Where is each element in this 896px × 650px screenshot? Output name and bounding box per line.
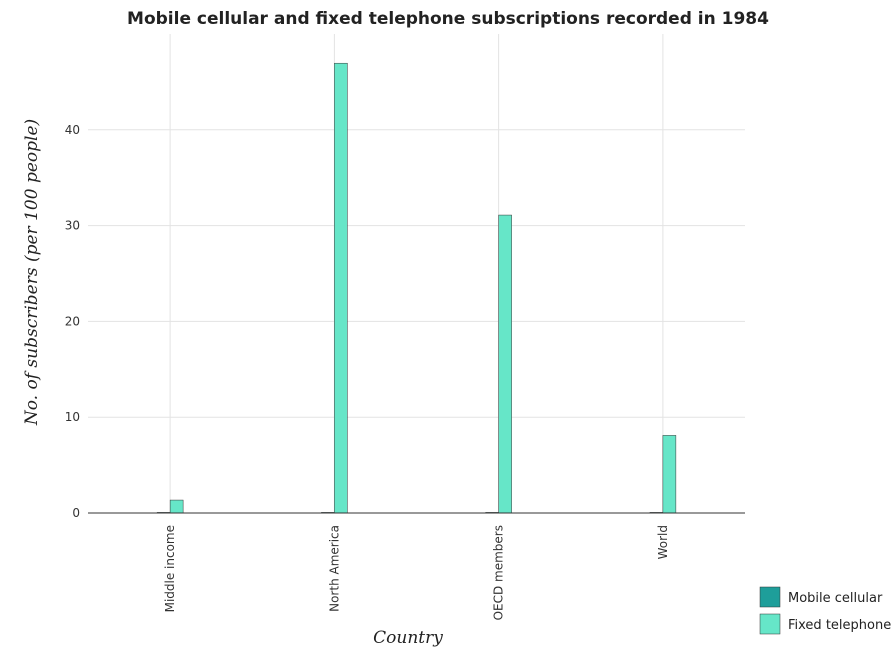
x-tick-label: North America: [327, 525, 341, 612]
chart-title: Mobile cellular and fixed telephone subs…: [127, 9, 769, 29]
y-tick-label: 0: [72, 506, 80, 520]
x-tick-label: OECD members: [492, 525, 506, 620]
axes: 0 10 20 30 40 Middle income North America OECD …: [65, 123, 745, 620]
bar-fixed-telephone: [662, 435, 677, 514]
bars: [156, 62, 677, 514]
y-tick-label: 20: [65, 314, 80, 328]
bar-fixed-telephone: [498, 214, 512, 514]
y-tick-label: 40: [65, 123, 80, 137]
y-tick-label: 30: [65, 219, 80, 233]
legend: Mobile cellular Fixed telephone: [759, 586, 891, 635]
y-tick-label: 10: [65, 410, 80, 424]
grid: [88, 34, 745, 514]
legend-swatch-mobile-cellular: [759, 586, 781, 608]
x-axis-label: Country: [373, 628, 443, 648]
x-tick-label: Middle income: [163, 525, 177, 612]
y-axis-label: No. of subscribers (per 100 people): [22, 119, 42, 426]
bar-fixed-telephone: [169, 499, 184, 514]
legend-swatch-fixed-telephone: [759, 613, 781, 635]
legend-label-mobile-cellular: Mobile cellular: [788, 591, 883, 606]
x-tick-label: World: [656, 525, 670, 559]
bar-fixed-telephone: [334, 62, 348, 514]
legend-label-fixed-telephone: Fixed telephone: [788, 618, 891, 633]
